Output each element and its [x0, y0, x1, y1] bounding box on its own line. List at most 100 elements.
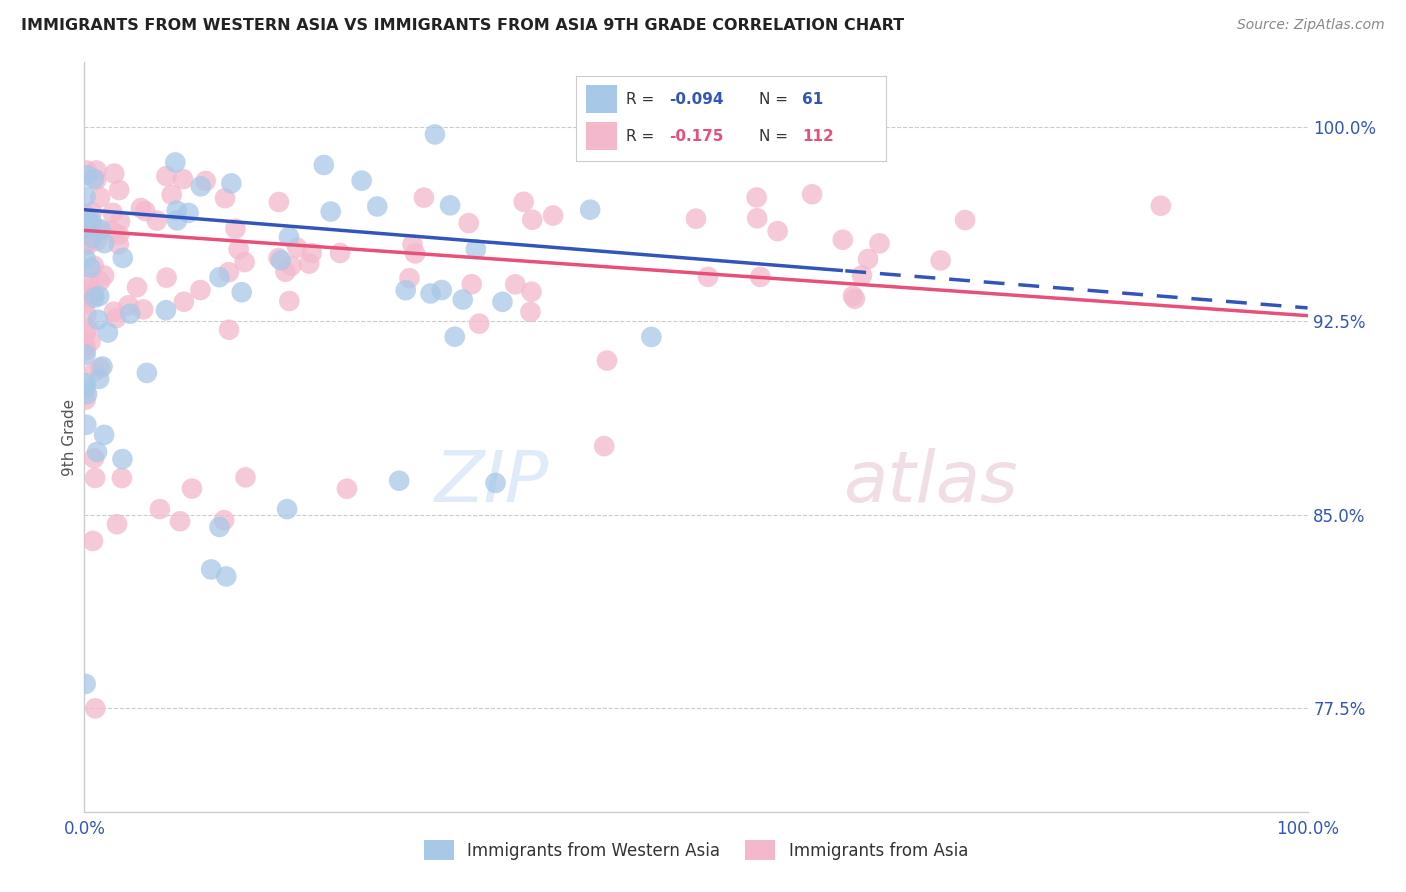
Point [77, 230, 100, 244]
Point [76, 168, 98, 182]
Point [120, 307, 142, 321]
Point [519, 305, 541, 319]
Point [160, 187, 183, 202]
Point [86, 445, 108, 459]
Point [75, 308, 97, 322]
Point [430, 283, 453, 297]
Point [84, 701, 107, 715]
Point [388, 474, 411, 488]
Point [165, 155, 187, 169]
Point [404, 246, 426, 260]
Point [75, 339, 97, 353]
Point [75, 382, 97, 396]
Point [212, 513, 235, 527]
Point [640, 330, 662, 344]
Point [278, 293, 301, 308]
Point [439, 198, 461, 212]
Point [929, 253, 952, 268]
Point [86, 173, 108, 187]
Text: ZIP: ZIP [434, 448, 550, 516]
Text: N =: N = [759, 92, 793, 107]
Point [274, 265, 297, 279]
Point [79, 217, 101, 231]
Point [75, 190, 97, 204]
Point [93, 428, 115, 442]
Point [77, 322, 100, 336]
Point [75, 221, 97, 235]
Point [451, 293, 474, 307]
Point [831, 233, 853, 247]
Point [270, 253, 292, 268]
Point [91, 359, 114, 374]
Point [89, 372, 111, 386]
Point [76, 387, 98, 401]
Point [149, 502, 172, 516]
Point [75, 208, 97, 222]
Point [749, 269, 772, 284]
Point [503, 277, 526, 292]
Point [89, 223, 111, 237]
Point [108, 183, 131, 197]
Point [419, 286, 441, 301]
Point [423, 128, 446, 142]
Point [75, 296, 97, 310]
Point [173, 294, 195, 309]
Point [76, 238, 98, 252]
Point [134, 204, 156, 219]
Point [541, 209, 564, 223]
Point [401, 237, 423, 252]
Point [108, 214, 131, 228]
Point [169, 514, 191, 528]
Point [267, 194, 290, 209]
Point [87, 312, 110, 326]
Point [146, 213, 169, 227]
Point [117, 298, 139, 312]
Point [745, 190, 768, 204]
Point [801, 187, 824, 202]
Point [685, 211, 707, 226]
Point [75, 376, 97, 391]
FancyBboxPatch shape [586, 85, 617, 113]
Point [80, 205, 103, 219]
Point [97, 326, 120, 340]
Point [132, 302, 155, 317]
Text: -0.094: -0.094 [669, 92, 724, 107]
Point [520, 285, 543, 299]
Point [84, 471, 107, 485]
Point [579, 202, 602, 217]
Point [75, 677, 97, 691]
Point [596, 353, 619, 368]
Point [82, 288, 104, 302]
Point [83, 365, 105, 379]
Point [336, 482, 359, 496]
Point [75, 392, 97, 407]
Point [276, 502, 298, 516]
Point [89, 289, 111, 303]
Point [1150, 199, 1173, 213]
Point [267, 251, 290, 265]
Point [350, 173, 373, 187]
Point [75, 252, 97, 266]
Point [766, 224, 789, 238]
Point [869, 236, 891, 251]
Point [443, 329, 465, 343]
Point [844, 292, 866, 306]
Point [366, 199, 388, 213]
Point [79, 260, 101, 275]
Point [747, 211, 769, 226]
Point [457, 216, 479, 230]
Point [842, 289, 865, 303]
Point [89, 360, 111, 375]
Point [155, 303, 177, 318]
Point [231, 285, 253, 300]
Point [208, 270, 231, 285]
Point [76, 289, 98, 303]
Point [101, 224, 124, 238]
Point [172, 172, 194, 186]
Point [125, 280, 148, 294]
Point [194, 174, 217, 188]
Point [218, 265, 240, 279]
Point [93, 236, 115, 251]
Point [697, 269, 720, 284]
Point [413, 191, 436, 205]
